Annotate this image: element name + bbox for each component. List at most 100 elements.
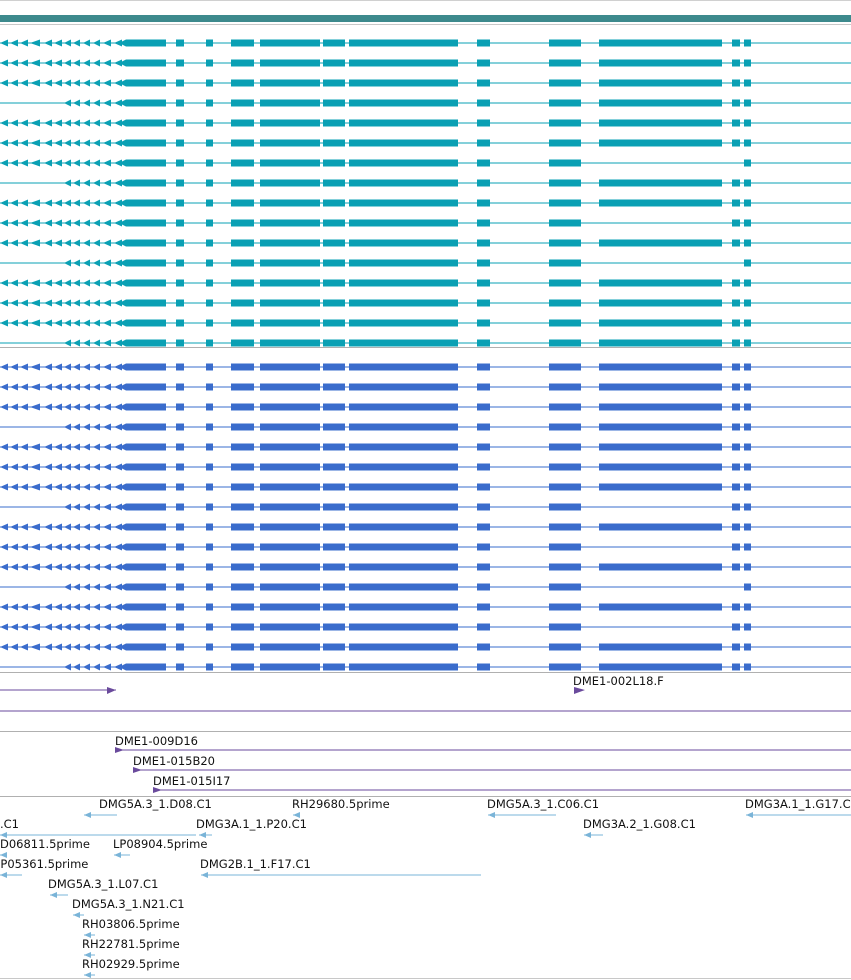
exon-block[interactable] <box>477 363 490 371</box>
exon-block[interactable] <box>549 563 581 571</box>
exon-block[interactable] <box>126 643 166 651</box>
exon-block[interactable] <box>231 443 254 451</box>
exon-block[interactable] <box>126 403 166 411</box>
transcript-row[interactable] <box>0 79 851 87</box>
exon-block[interactable] <box>744 663 751 671</box>
exon-block[interactable] <box>732 483 740 491</box>
exon-block[interactable] <box>349 179 458 187</box>
exon-block[interactable] <box>477 39 490 47</box>
transcript-row[interactable] <box>0 39 851 47</box>
exon-block[interactable] <box>599 279 722 287</box>
exon-block[interactable] <box>206 483 213 491</box>
clone-track[interactable]: DME1-002L18.F DME1-009D16 DME1-015B20 DM… <box>0 674 851 793</box>
exon-block[interactable] <box>231 119 254 127</box>
transcript-row[interactable] <box>0 59 851 67</box>
exon-block[interactable] <box>206 603 213 611</box>
exon-block[interactable] <box>176 563 184 571</box>
exon-block[interactable] <box>176 179 184 187</box>
exon-block[interactable] <box>176 219 184 227</box>
transcript-row[interactable] <box>0 643 851 651</box>
exon-block[interactable] <box>176 663 184 671</box>
transcript-row[interactable] <box>0 139 851 147</box>
exon-block[interactable] <box>744 319 751 327</box>
exon-block[interactable] <box>126 463 166 471</box>
exon-block[interactable] <box>206 503 213 511</box>
exon-block[interactable] <box>206 239 213 247</box>
exon-block[interactable] <box>732 39 740 47</box>
transcript-row[interactable] <box>0 523 851 531</box>
exon-block[interactable] <box>549 383 581 391</box>
exon-block[interactable] <box>323 543 345 551</box>
exon-block[interactable] <box>126 159 166 167</box>
transcript-row[interactable] <box>0 299 851 307</box>
exon-block[interactable] <box>732 179 740 187</box>
transcript-row[interactable] <box>0 623 851 631</box>
exon-block[interactable] <box>260 363 320 371</box>
exon-block[interactable] <box>744 643 751 651</box>
exon-block[interactable] <box>549 79 581 87</box>
exon-block[interactable] <box>732 463 740 471</box>
exon-block[interactable] <box>260 299 320 307</box>
exon-block[interactable] <box>323 663 345 671</box>
exon-block[interactable] <box>206 79 213 87</box>
exon-block[interactable] <box>126 219 166 227</box>
exon-block[interactable] <box>231 259 254 267</box>
exon-block[interactable] <box>549 483 581 491</box>
exon-block[interactable] <box>206 159 213 167</box>
exon-block[interactable] <box>477 643 490 651</box>
exon-block[interactable] <box>176 239 184 247</box>
exon-block[interactable] <box>323 319 345 327</box>
exon-block[interactable] <box>323 643 345 651</box>
exon-block[interactable] <box>549 279 581 287</box>
exon-block[interactable] <box>231 179 254 187</box>
exon-block[interactable] <box>349 219 458 227</box>
exon-block[interactable] <box>126 363 166 371</box>
exon-block[interactable] <box>206 299 213 307</box>
exon-block[interactable] <box>349 319 458 327</box>
exon-block[interactable] <box>744 363 751 371</box>
exon-block[interactable] <box>477 523 490 531</box>
exon-block[interactable] <box>206 443 213 451</box>
exon-block[interactable] <box>231 543 254 551</box>
exon-block[interactable] <box>323 603 345 611</box>
exon-block[interactable] <box>732 139 740 147</box>
exon-block[interactable] <box>176 279 184 287</box>
exon-block[interactable] <box>126 39 166 47</box>
exon-block[interactable] <box>349 363 458 371</box>
exon-block[interactable] <box>599 239 722 247</box>
exon-block[interactable] <box>549 259 581 267</box>
exon-block[interactable] <box>599 119 722 127</box>
exon-block[interactable] <box>732 383 740 391</box>
exon-block[interactable] <box>231 99 254 107</box>
exon-block[interactable] <box>732 563 740 571</box>
exon-block[interactable] <box>599 463 722 471</box>
exon-block[interactable] <box>549 443 581 451</box>
exon-block[interactable] <box>744 503 751 511</box>
exon-block[interactable] <box>599 59 722 67</box>
transcript-row[interactable] <box>0 483 851 491</box>
exon-block[interactable] <box>599 483 722 491</box>
exon-block[interactable] <box>323 443 345 451</box>
exon-block[interactable] <box>260 643 320 651</box>
exon-block[interactable] <box>126 663 166 671</box>
exon-block[interactable] <box>477 79 490 87</box>
exon-block[interactable] <box>206 623 213 631</box>
exon-block[interactable] <box>323 383 345 391</box>
exon-block[interactable] <box>260 663 320 671</box>
exon-block[interactable] <box>206 543 213 551</box>
exon-block[interactable] <box>323 139 345 147</box>
transcript-row[interactable] <box>0 443 851 451</box>
exon-block[interactable] <box>732 319 740 327</box>
exon-block[interactable] <box>126 279 166 287</box>
exon-block[interactable] <box>349 99 458 107</box>
transcript-track-teal[interactable] <box>0 39 851 347</box>
exon-block[interactable] <box>260 59 320 67</box>
exon-block[interactable] <box>477 583 490 591</box>
exon-block[interactable] <box>231 79 254 87</box>
exon-block[interactable] <box>323 463 345 471</box>
transcript-row[interactable] <box>0 319 851 327</box>
est-label[interactable]: RH29680.5prime <box>292 797 390 811</box>
exon-block[interactable] <box>599 319 722 327</box>
clone-label[interactable]: DME1-002L18.F <box>573 674 664 688</box>
exon-block[interactable] <box>477 383 490 391</box>
